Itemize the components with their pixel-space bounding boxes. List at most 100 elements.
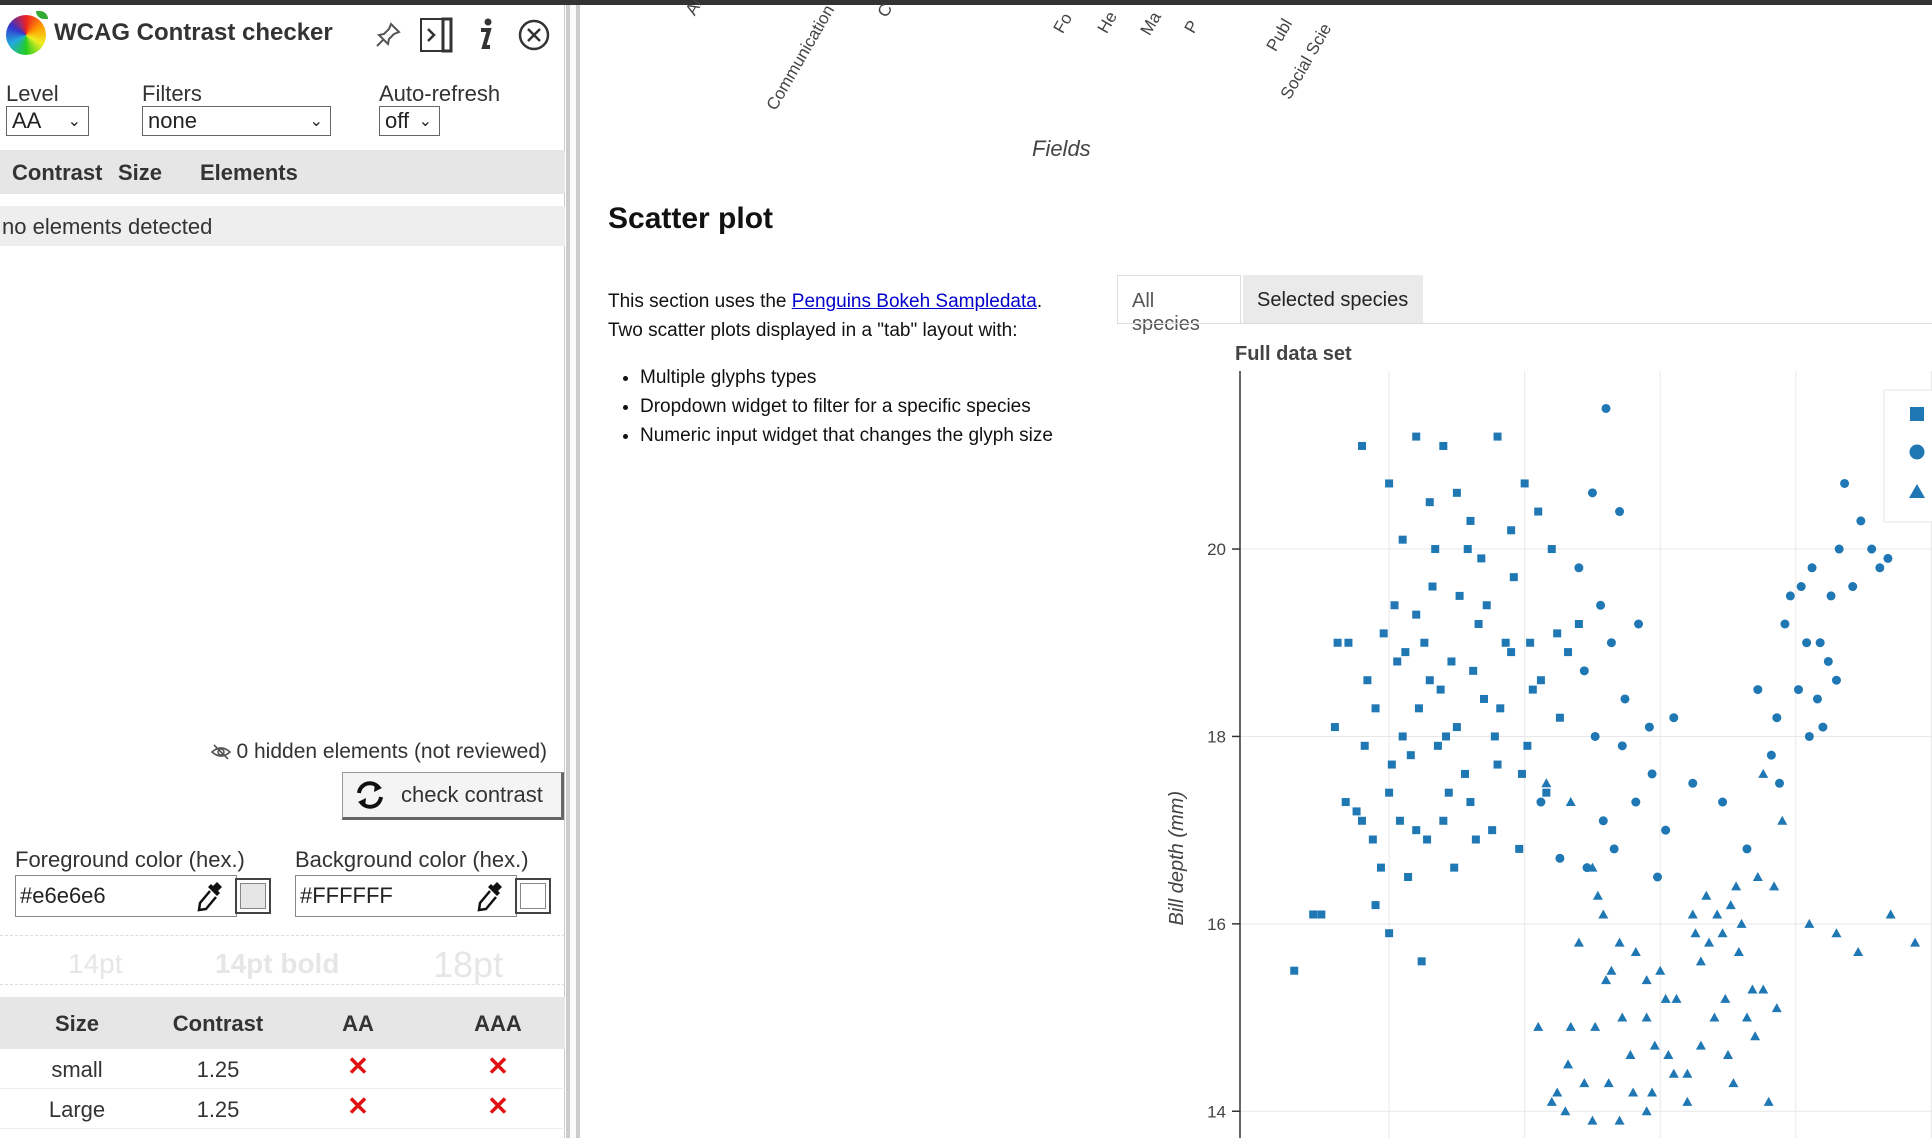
scatter-point-triangle [1763, 1096, 1774, 1106]
scatter-point-circle [1718, 797, 1728, 807]
results-header-row: Size Contrast AA AAA [0, 997, 565, 1049]
hidden-elements-status[interactable]: 0 hidden elements (not reviewed) [210, 740, 547, 764]
scatter-point-circle [1766, 750, 1776, 760]
fail-x-icon: ✕ [347, 1091, 369, 1121]
scatter-point-triangle [1573, 937, 1584, 947]
scatter-point-square [1290, 966, 1299, 975]
filters-select[interactable]: none ⌄ [142, 106, 331, 136]
scatter-point-triangle [1733, 946, 1744, 956]
scatter-point-square [1444, 788, 1453, 797]
scatter-point-square [1493, 760, 1502, 769]
tab-all-species[interactable]: All species [1117, 275, 1241, 335]
scatter-point-triangle [1717, 928, 1728, 938]
foreground-swatch-fill [240, 883, 266, 909]
fail-x-icon: ✕ [347, 1051, 369, 1081]
scatter-point-circle [1775, 778, 1785, 788]
scatter-point-triangle [1560, 1106, 1571, 1116]
scatter-point-square [1401, 648, 1410, 657]
dock-side-icon[interactable] [418, 17, 454, 53]
autorefresh-label: Auto-refresh [379, 81, 501, 106]
scatter-point-triangle [1563, 1059, 1574, 1069]
background-swatch[interactable] [515, 878, 551, 914]
scatter-point-square [1466, 798, 1475, 807]
scatter-point-circle [1631, 797, 1641, 807]
scatter-point-circle [1826, 591, 1836, 601]
scatter-plot[interactable]: Full data set 14 16 18 20 Bill depth (mm) [1120, 330, 1932, 1138]
check-contrast-label: check contrast [401, 782, 543, 807]
eyedropper-icon[interactable] [475, 879, 505, 915]
penguins-sampledata-link[interactable]: Penguins Bokeh Sampledata [791, 291, 1037, 312]
scatter-point-triangle [1630, 946, 1641, 956]
level-select-value: AA [12, 108, 42, 133]
y-tick-label: 20 [1207, 540, 1226, 559]
scatter-point-triangle [1690, 928, 1701, 938]
list-item: Numeric input widget that changes the gl… [640, 421, 1053, 450]
scatter-point-square [1330, 723, 1339, 732]
category-label: Ma [1136, 8, 1165, 39]
eyedropper-icon[interactable] [195, 879, 225, 915]
pin-icon[interactable] [370, 17, 406, 53]
info-icon[interactable] [467, 17, 503, 53]
panel-resize-handle[interactable] [566, 5, 580, 1138]
scatter-point-triangle [1804, 918, 1815, 928]
check-contrast-button[interactable]: check contrast [342, 772, 564, 820]
scatter-point-square [1363, 676, 1372, 685]
filters-select-value: none [148, 108, 197, 133]
contrast-results-table: Size Contrast AA AAA small 1.25 ✕ ✕ Larg… [0, 997, 565, 1129]
tab-selected-species[interactable]: Selected species [1243, 275, 1423, 323]
scatter-point-circle [1742, 844, 1752, 854]
scatter-point-square [1393, 657, 1402, 666]
sample-14pt-bold: 14pt bold [215, 948, 340, 979]
feature-list: Multiple glyphs types Dropdown widget to… [640, 363, 1053, 450]
empty-message: no elements detected [0, 206, 565, 246]
scatter-point-square [1371, 704, 1380, 713]
chevron-down-icon: ⌄ [418, 113, 432, 130]
column-elements[interactable]: Elements [200, 160, 298, 185]
scatter-point-circle [1601, 403, 1611, 413]
scatter-point-square [1509, 573, 1518, 582]
scatter-point-circle [1848, 582, 1858, 592]
scatter-point-square [1471, 835, 1480, 844]
level-select[interactable]: AA ⌄ [6, 106, 89, 136]
column-size[interactable]: Size [118, 160, 163, 185]
scatter-point-triangle [1695, 1040, 1706, 1050]
window-top-bar [0, 0, 1932, 5]
row-contrast: 1.25 [196, 1057, 240, 1082]
scatter-point-circle [1596, 600, 1606, 610]
sample-14pt: 14pt [68, 948, 123, 979]
scatter-point-circle [1590, 731, 1600, 741]
scatter-point-square [1450, 863, 1459, 872]
scatter-point-circle [1644, 722, 1654, 732]
foreground-swatch[interactable] [235, 878, 271, 914]
logo-leaf-icon [36, 11, 48, 19]
scatter-point-triangle [1682, 1068, 1693, 1078]
scatter-point-circle [1688, 778, 1698, 788]
scatter-point-triangle [1910, 937, 1921, 947]
scatter-point-triangle [1720, 993, 1731, 1003]
results-table-header: Contrast Size Elements [0, 150, 565, 194]
scatter-point-triangle [1758, 768, 1769, 778]
scatter-point-square [1425, 498, 1434, 507]
row-size: small [51, 1057, 103, 1082]
scatter-point-triangle [1736, 918, 1747, 928]
level-label: Level [6, 81, 59, 106]
scatter-point-triangle [1704, 937, 1715, 947]
scatter-point-triangle [1747, 984, 1758, 994]
scatter-point-square [1414, 704, 1423, 713]
scatter-point-circle [1804, 731, 1814, 741]
scatter-point-square [1344, 638, 1353, 647]
column-contrast[interactable]: Contrast [12, 160, 103, 185]
scatter-point-triangle [1587, 1115, 1598, 1125]
scatter-point-square [1439, 441, 1448, 450]
hidden-elements-text: 0 hidden elements (not reviewed) [236, 740, 547, 763]
scatter-point-triangle [1603, 1078, 1614, 1088]
scatter-point-square [1385, 788, 1394, 797]
background-swatch-fill [520, 883, 546, 909]
scatter-point-circle [1579, 666, 1589, 676]
scatter-point-square [1528, 685, 1537, 694]
scatter-point-square [1431, 545, 1440, 554]
close-icon[interactable] [516, 17, 552, 53]
header-aaa: AAA [474, 1011, 522, 1036]
scatter-point-circle [1634, 619, 1644, 629]
autorefresh-select[interactable]: off ⌄ [379, 106, 440, 136]
